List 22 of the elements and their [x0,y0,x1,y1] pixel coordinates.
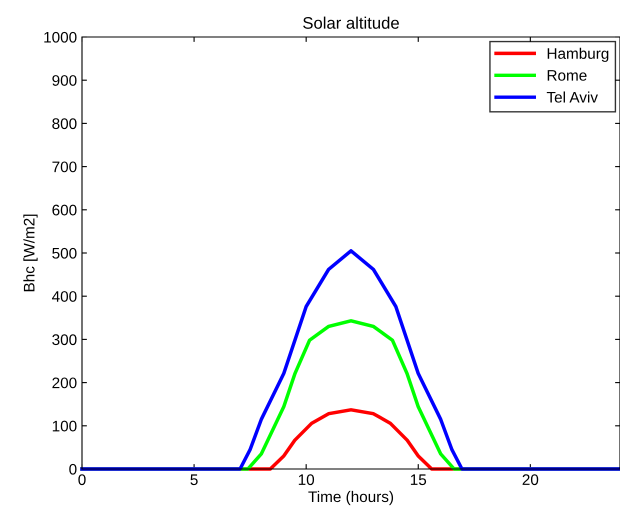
legend-label: Tel Aviv [546,91,598,103]
y-tick-label: 500 [52,248,77,259]
y-tick-label: 700 [52,161,77,172]
y-tick-label: 800 [52,118,77,130]
y-tick-label: 1000 [44,32,77,43]
y-tick-label: 0 [69,464,77,475]
y-tick-label: 100 [52,420,77,432]
y-tick-label: 400 [52,291,77,302]
y-axis-title: Bhc [W/m2] [23,214,38,292]
x-tick-label: 15 [410,474,426,486]
x-tick-label: 20 [522,474,538,486]
y-tick-label: 900 [52,75,77,86]
legend-label: Hamburg [548,48,608,62]
y-tick-label: 300 [52,334,77,346]
y-tick-label: 600 [52,204,77,216]
y-tick-label: 200 [52,377,77,388]
x-tick-label: 5 [190,474,198,486]
x-tick-label: 0 [78,474,86,486]
chart-title: Solar altitude [303,16,399,29]
x-axis-title: Time (hours) [308,490,394,506]
legend-label: Rome [548,70,587,81]
x-tick-label: 10 [298,474,314,486]
